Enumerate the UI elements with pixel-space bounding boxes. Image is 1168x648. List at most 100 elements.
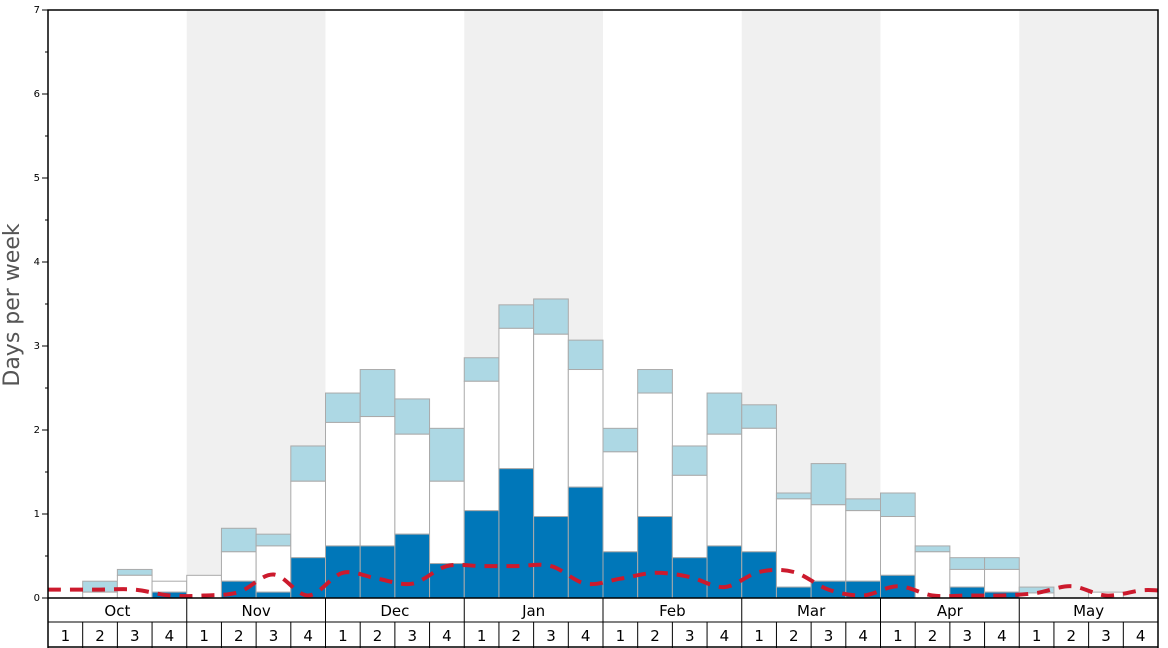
- week-label: 4: [997, 627, 1007, 645]
- month-label-oct: Oct: [104, 602, 130, 620]
- week-label: 3: [824, 627, 834, 645]
- bar-white-segment: [116, 574, 153, 599]
- month-label-mar: Mar: [797, 602, 826, 620]
- average-line-layer: [47, 562, 1159, 599]
- bar-layer: [82, 298, 1124, 599]
- bar-white-segment: [567, 369, 604, 488]
- month-label-dec: Dec: [380, 602, 409, 620]
- bar-light-segment: [671, 445, 708, 476]
- y-tick-label: 3: [34, 341, 40, 352]
- month-band-oct: [48, 10, 187, 598]
- week-label: 4: [442, 627, 452, 645]
- week-label: 4: [303, 627, 313, 645]
- bar-white-segment: [706, 433, 743, 547]
- month-label-apr: Apr: [937, 602, 964, 620]
- bar-dark-segment: [359, 545, 396, 599]
- month-label-jan: Jan: [521, 602, 545, 620]
- bar-light-segment: [533, 298, 569, 335]
- bar-light-segment: [116, 568, 153, 576]
- bar-dark-segment: [290, 557, 326, 599]
- bar-dark-segment: [567, 486, 604, 599]
- bar-light-segment: [463, 357, 500, 382]
- y-tick-label: 7: [34, 5, 40, 16]
- bar-white-segment: [498, 327, 535, 470]
- bar-light-segment: [359, 369, 396, 418]
- week-label: 1: [893, 627, 903, 645]
- week-label: 2: [928, 627, 938, 645]
- bar-light-segment: [914, 545, 951, 553]
- y-tick-label: 6: [34, 89, 40, 100]
- week-label: 2: [789, 627, 799, 645]
- y-tick-label: 4: [34, 257, 40, 268]
- bar-light-segment: [880, 492, 916, 518]
- bar-light-segment: [567, 339, 604, 371]
- bar-white-segment: [880, 516, 916, 576]
- bar-light-segment: [775, 492, 812, 500]
- week-label: 2: [234, 627, 244, 645]
- bar-white-segment: [429, 480, 465, 565]
- week-label: 1: [616, 627, 626, 645]
- week-label: 4: [581, 627, 591, 645]
- bar-white-segment: [602, 451, 639, 553]
- bar-white-segment: [394, 433, 431, 535]
- month-band-may: [1019, 10, 1158, 598]
- bar-white-segment: [845, 510, 881, 582]
- bar-light-segment: [984, 557, 1020, 570]
- bar-dark-segment: [394, 533, 431, 599]
- y-tick-label: 1: [34, 509, 40, 520]
- bar-dark-segment: [706, 545, 743, 599]
- week-label: 1: [477, 627, 487, 645]
- bar-white-segment: [671, 474, 708, 559]
- week-label: 3: [269, 627, 279, 645]
- bar-light-segment: [429, 427, 465, 482]
- bar-light-segment: [810, 463, 847, 506]
- month-label-may: May: [1073, 602, 1104, 620]
- week-label: 3: [685, 627, 695, 645]
- month-label-feb: Feb: [659, 602, 686, 620]
- week-label: 3: [407, 627, 417, 645]
- bar-light-segment: [637, 369, 673, 394]
- month-label-nov: Nov: [241, 602, 270, 620]
- week-label: 4: [858, 627, 868, 645]
- bar-light-segment: [325, 392, 361, 423]
- week-label: 4: [165, 627, 175, 645]
- week-label: 3: [546, 627, 556, 645]
- bar-light-segment: [290, 445, 326, 482]
- bar-dark-segment: [533, 516, 569, 599]
- bar-dark-segment: [637, 516, 673, 599]
- week-label: 4: [1136, 627, 1146, 645]
- y-axis-label: Days per week: [0, 223, 25, 386]
- bar-light-segment: [498, 304, 535, 329]
- y-tick-label: 5: [34, 173, 40, 184]
- bar-dark-segment: [775, 586, 812, 599]
- bar-white-segment: [359, 416, 396, 547]
- week-label: 3: [962, 627, 972, 645]
- bar-white-segment: [949, 568, 986, 588]
- week-label: 1: [1032, 627, 1042, 645]
- bar-white-segment: [255, 545, 292, 593]
- week-label: 1: [61, 627, 71, 645]
- bar-white-segment: [741, 427, 777, 553]
- week-label: 3: [130, 627, 140, 645]
- axis-layer: 0 1 2 3 4 5 6 7 Oct 1 2 3 4 Nov 1 2 3 4 Dec 1 2 3 4 Jan 1 2 3 4 Feb 1…: [34, 5, 1159, 648]
- average-dashed-line: [47, 562, 1159, 599]
- bar-light-segment: [706, 392, 743, 435]
- bar-white-segment: [325, 421, 361, 547]
- bar-white-segment: [533, 333, 569, 518]
- bar-light-segment: [602, 427, 639, 453]
- week-label: 2: [512, 627, 522, 645]
- week-label: 2: [650, 627, 660, 645]
- bar-white-segment: [984, 568, 1020, 593]
- bar-light-segment: [845, 498, 881, 512]
- bar-dark-segment: [671, 557, 708, 599]
- bar-light-segment: [741, 404, 777, 429]
- bar-light-segment: [949, 557, 986, 570]
- bar-white-segment: [290, 480, 326, 559]
- week-label: 3: [1101, 627, 1111, 645]
- bar-light-segment: [255, 533, 292, 547]
- bar-white-segment: [914, 551, 951, 599]
- week-label: 2: [1067, 627, 1077, 645]
- bar-dark-segment: [498, 468, 535, 599]
- week-label: 1: [338, 627, 348, 645]
